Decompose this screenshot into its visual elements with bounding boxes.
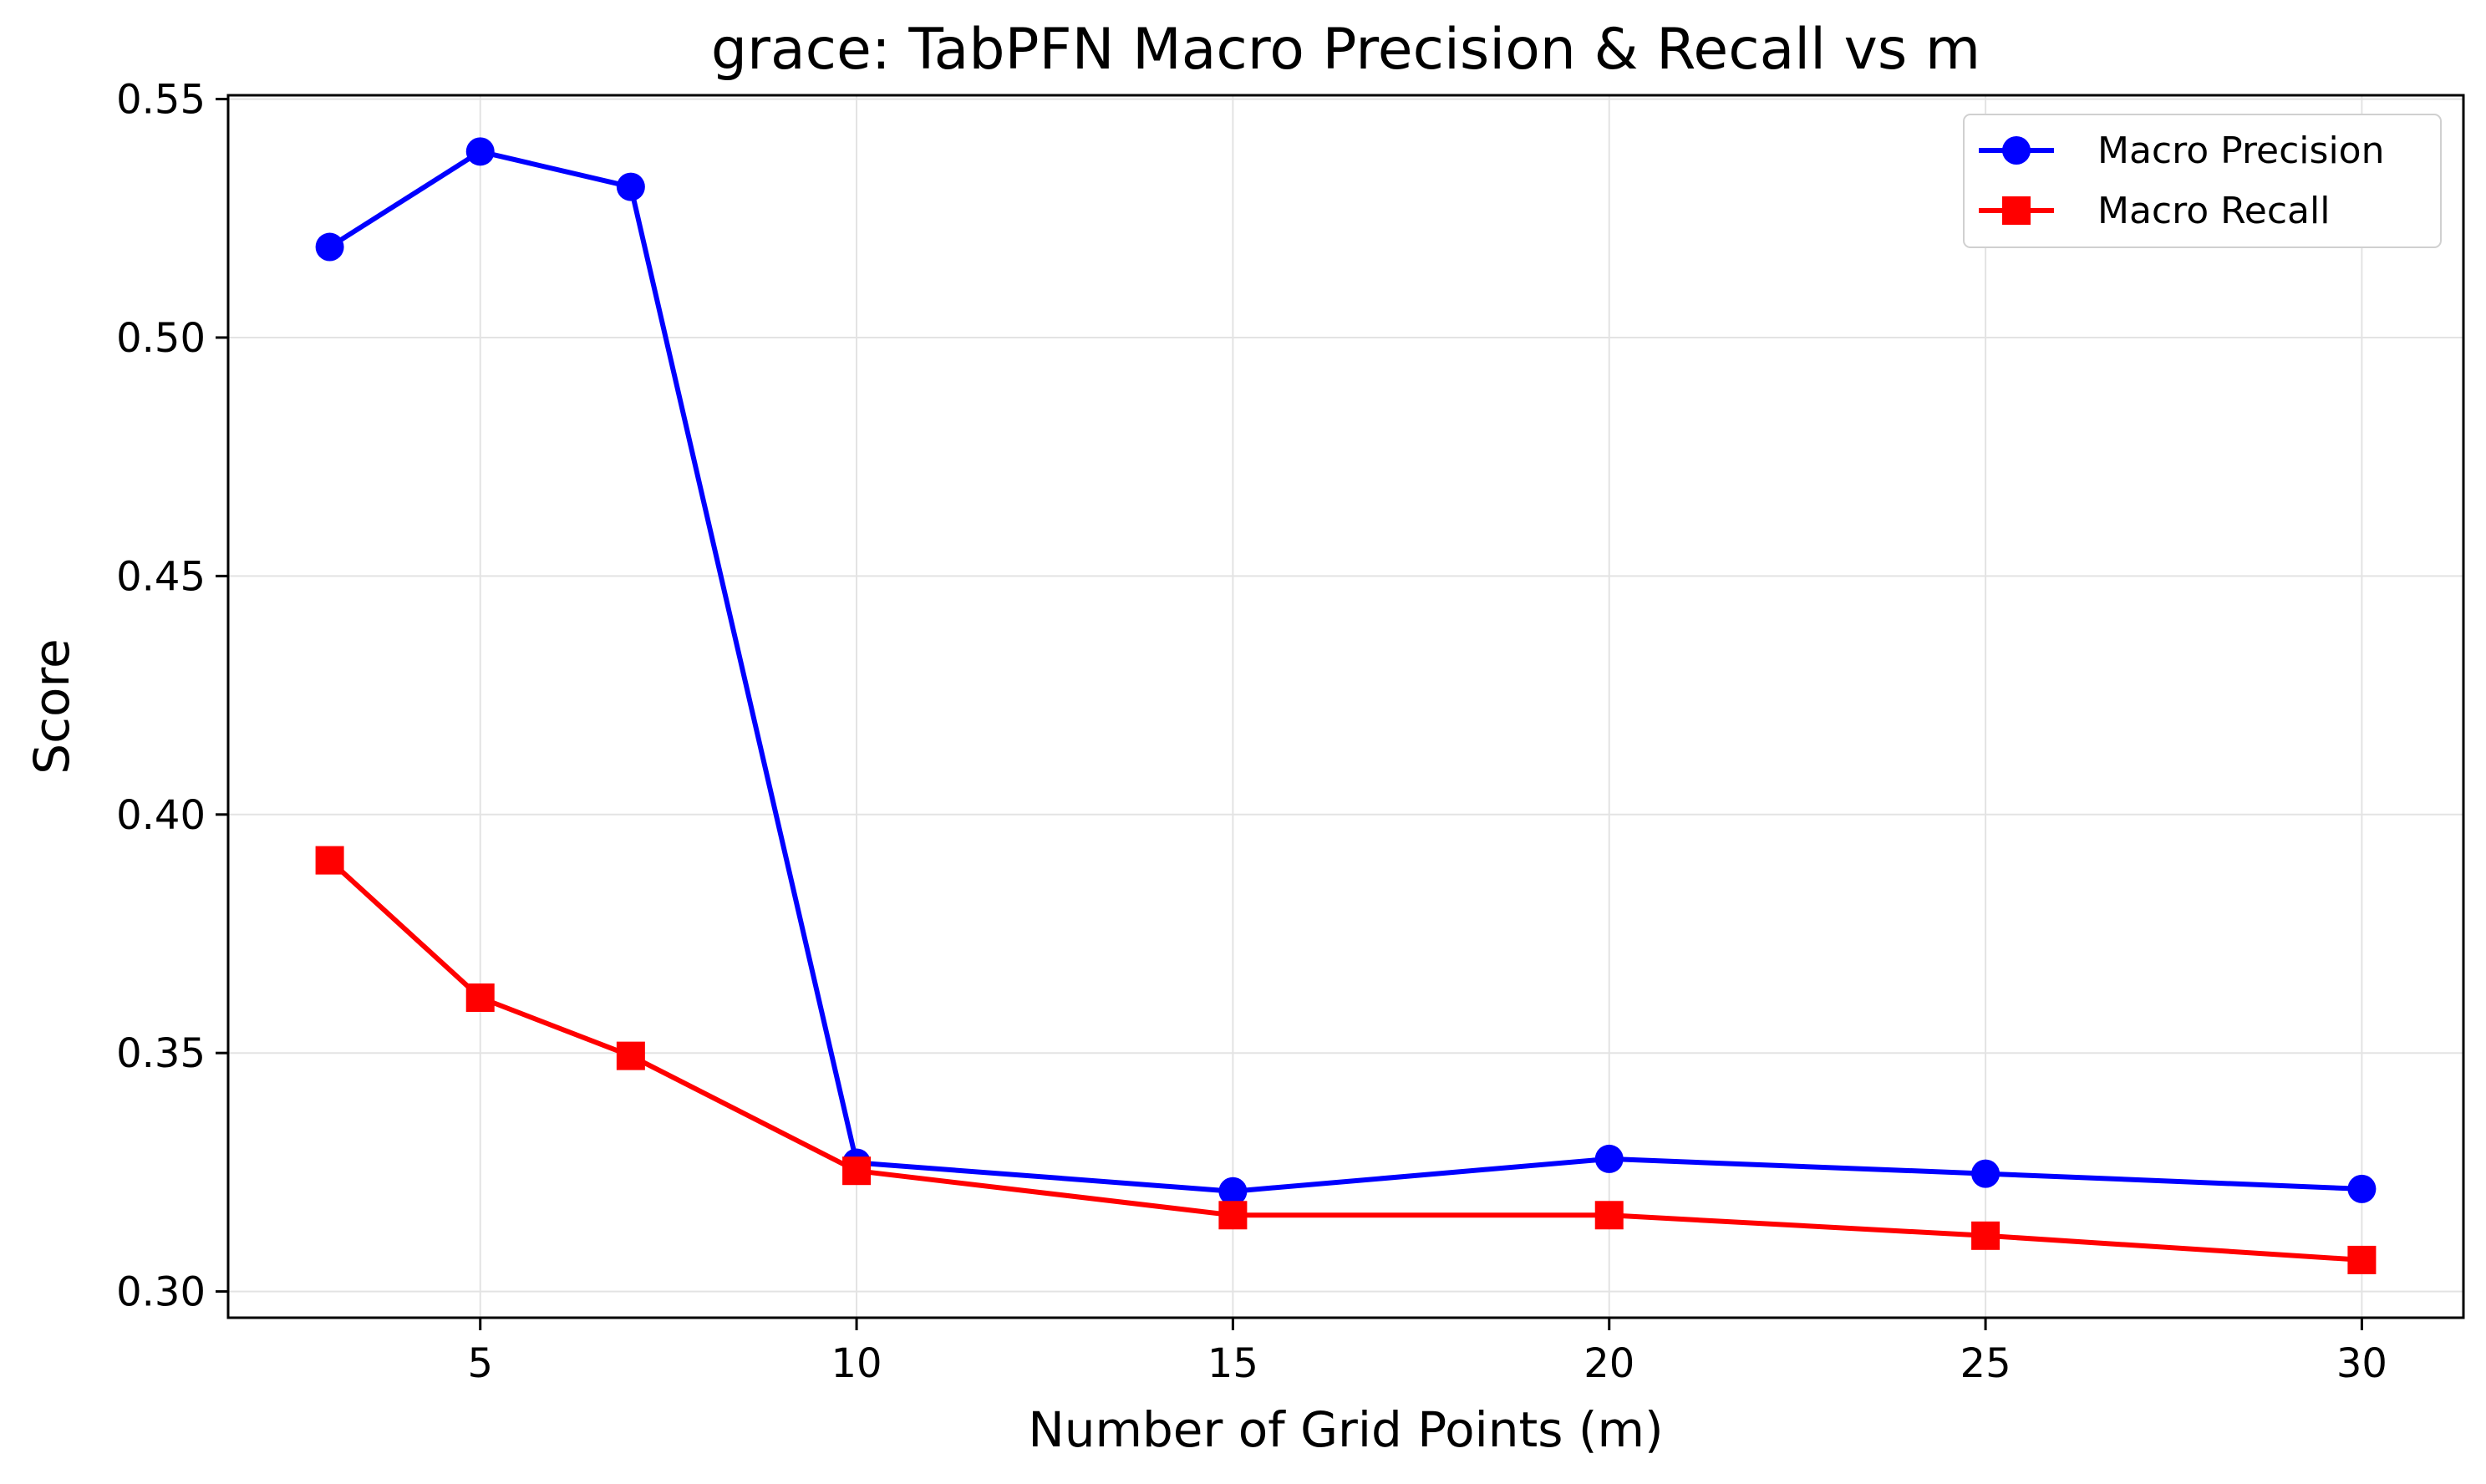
x-tick-label: 10 [831, 1340, 882, 1387]
data-point [1218, 1201, 1248, 1230]
data-point [616, 172, 645, 201]
x-tick-label: 25 [1960, 1340, 2011, 1387]
data-point [616, 1041, 645, 1070]
data-point [1594, 1201, 1624, 1230]
y-axis-ticks: 0.30 0.35 0.40 0.45 0.50 0.55 [116, 77, 228, 1316]
grid-lines [228, 95, 2463, 1318]
data-point [1971, 1159, 2000, 1188]
x-axis-label: Number of Grid Points (m) [1028, 1401, 1663, 1458]
data-point [2347, 1245, 2377, 1274]
series-line [328, 858, 2362, 1263]
data-point [1594, 1144, 1624, 1173]
y-tick-label: 0.50 [116, 315, 206, 362]
data-point [315, 846, 344, 875]
data-point [465, 137, 495, 166]
series-2 [315, 846, 2377, 1274]
axes-frame [226, 94, 2465, 1319]
y-tick-label: 0.35 [116, 1030, 206, 1077]
legend-label: Macro Recall [2097, 190, 2330, 232]
x-axis-ticks: 5 10 15 20 25 30 [467, 1318, 2387, 1387]
legend-label: Macro Precision [2097, 130, 2384, 172]
x-tick-label: 15 [1207, 1340, 1258, 1387]
series-layer [315, 137, 2377, 1274]
y-tick-label: 0.30 [116, 1269, 206, 1316]
data-point [315, 232, 344, 262]
x-tick-label: 5 [467, 1340, 493, 1387]
legend-item: Macro Precision [1979, 130, 2384, 172]
series-line [328, 149, 2362, 1194]
data-point [1218, 1177, 1248, 1206]
x-tick-label: 20 [1584, 1340, 1634, 1387]
y-axis-label: Score [23, 638, 80, 774]
y-tick-label: 0.40 [116, 792, 206, 839]
data-point [1971, 1221, 2000, 1250]
series-1 [315, 137, 2377, 1206]
chart-title: grace: TabPFN Macro Precision & Recall v… [711, 17, 1980, 83]
legend: Macro Precision Macro Recall [1963, 114, 2442, 248]
legend-box [1963, 114, 2442, 248]
legend-marker [2002, 136, 2031, 165]
data-point [2347, 1174, 2377, 1203]
data-point [842, 1156, 872, 1186]
legend-item: Macro Recall [1979, 190, 2330, 232]
y-tick-label: 0.45 [116, 553, 206, 600]
data-point [465, 983, 495, 1012]
x-tick-label: 30 [2336, 1340, 2387, 1387]
legend-marker [2002, 196, 2031, 225]
y-tick-label: 0.55 [116, 77, 206, 124]
